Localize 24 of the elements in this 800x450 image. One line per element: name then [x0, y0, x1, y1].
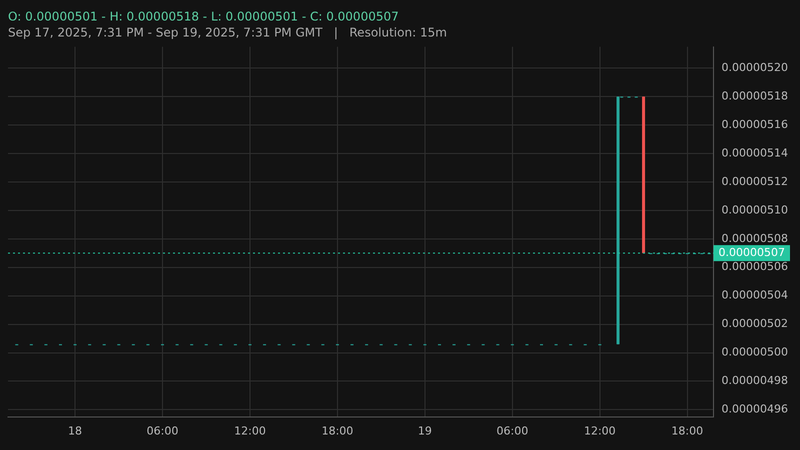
y-tick-label: 0.00000514: [722, 146, 788, 160]
x-tick-label: 12:00: [584, 424, 616, 438]
x-tick-label: 18:00: [671, 424, 704, 438]
y-tick-label: 0.00000518: [722, 89, 788, 102]
y-tick-label: 0.00000500: [722, 346, 788, 359]
ref-line-label: 0.00000507: [718, 246, 785, 260]
y-tick-label: 0.00000508: [722, 232, 788, 245]
x-tick-label: 19: [418, 424, 432, 438]
y-tick-label: 0.00000504: [722, 288, 788, 302]
chart-title: O: 0.00000501 - H: 0.00000518 - L: 0.00000501 - C: 0.00000507: [8, 9, 399, 24]
x-tick-label: 18:00: [322, 424, 354, 438]
x-tick-label: 18: [68, 424, 82, 438]
chart-subtitle: Sep 17, 2025, 7:31 PM - Sep 19, 2025, 7:31 PM GMT | Resolution: 15m: [8, 26, 447, 40]
y-tick-label: 0.00000498: [722, 374, 788, 388]
x-tick-label: 12:00: [234, 424, 266, 438]
y-tick-label: 0.00000520: [722, 61, 788, 74]
x-tick-label: 06:00: [146, 424, 178, 438]
y-tick-label: 0.00000516: [722, 118, 788, 131]
y-tick-label: 0.00000496: [722, 402, 788, 416]
y-tick-label: 0.00000502: [722, 317, 788, 330]
x-tick-label: 06:00: [496, 424, 528, 438]
y-tick-label: 0.00000506: [722, 260, 788, 274]
y-tick-label: 0.00000510: [722, 203, 788, 216]
y-tick-label: 0.00000512: [722, 174, 788, 188]
